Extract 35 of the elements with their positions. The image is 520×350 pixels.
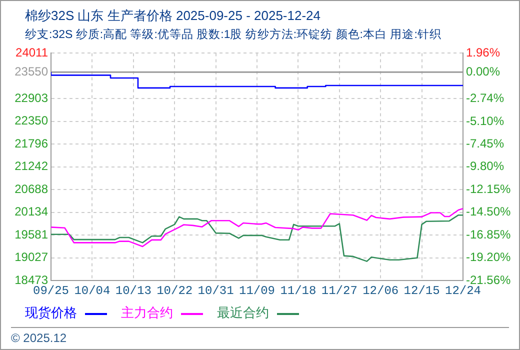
x-tick-label: 11/18 — [280, 284, 316, 298]
y2-tick-label: 0.00% — [466, 64, 500, 78]
x-tick-label: 10/04 — [74, 284, 110, 298]
y-tick-label: 21796 — [14, 136, 48, 150]
y2-tick-label: -14.50% — [466, 204, 512, 219]
y-tick-label: 22350 — [14, 114, 48, 128]
y2-tick-label: -2.74% — [466, 90, 504, 105]
x-tick-label: 12/06 — [362, 284, 399, 298]
x-tick-label: 12/15 — [404, 284, 440, 298]
legend-label: 主力合约 — [121, 304, 174, 322]
y-tick-label: 22903 — [14, 91, 48, 106]
y2-tick-label: -19.20% — [466, 250, 512, 264]
y-tick-label: 19581 — [14, 227, 48, 242]
x-tick-label: 10/13 — [115, 284, 152, 298]
y2-tick-label: 1.96% — [466, 46, 500, 60]
y2-tick-label: -16.85% — [466, 227, 512, 242]
y-tick-label: 24011 — [16, 46, 48, 60]
x-tick-label: 10/31 — [198, 284, 234, 298]
y-tick-label: 21242 — [14, 159, 48, 174]
y-tick-label: 20134 — [14, 204, 48, 219]
text: © 2025.12 — [11, 327, 509, 345]
y2-tick-label: -9.80% — [466, 159, 504, 174]
y-tick-label: 20688 — [14, 182, 48, 196]
y2-tick-label: -12.15% — [466, 182, 512, 196]
y-tick-label: 23550 — [14, 64, 48, 78]
chart-subtitle: 纱支:32S 纱质:高配 等级:优等品 股数:1股 纺纱方法:环锭纺 颜色:本白 用途:针织 — [25, 27, 442, 42]
legend-label: 现货价格 — [25, 304, 78, 322]
x-tick-label: 10/22 — [156, 284, 193, 298]
x-tick-label: 11/09 — [238, 284, 276, 298]
y2-tick-label: -5.10% — [466, 114, 504, 128]
chart-title: 棉纱32S 山东 生产者价格 2025-09-25 - 2025-12-24 — [25, 7, 321, 25]
legend-label: 最近合约 — [217, 304, 270, 322]
y-tick-label: 19027 — [14, 250, 48, 264]
y2-tick-label: -7.45% — [466, 136, 504, 150]
x-tick-label: 11/27 — [321, 284, 358, 298]
